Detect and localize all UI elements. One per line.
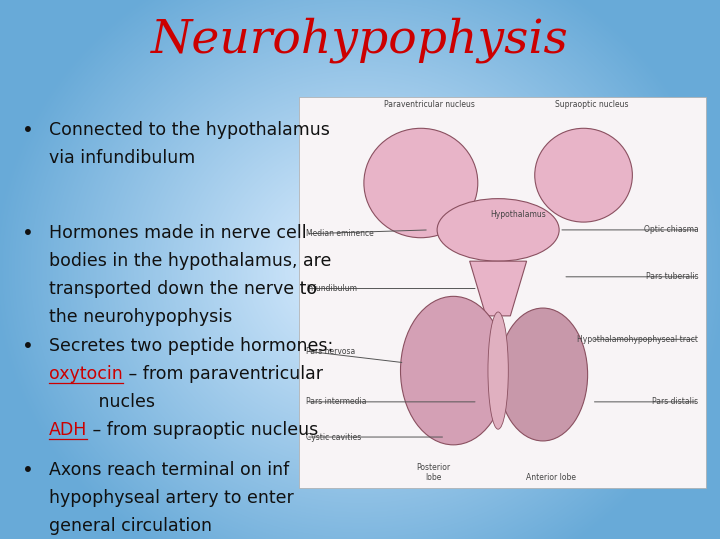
Text: Connected to the hypothalamus: Connected to the hypothalamus: [49, 122, 330, 139]
Text: Median eminence: Median eminence: [306, 230, 374, 238]
Ellipse shape: [535, 129, 632, 222]
Text: Posterior
lobe: Posterior lobe: [416, 463, 450, 482]
Text: transported down the nerve to: transported down the nerve to: [49, 280, 317, 298]
Polygon shape: [469, 261, 526, 316]
Text: Pars nervosa: Pars nervosa: [306, 347, 355, 355]
Text: Neurohypophysis: Neurohypophysis: [151, 17, 569, 63]
Text: Hypothalamus: Hypothalamus: [490, 210, 546, 219]
Text: Pars tuberalis: Pars tuberalis: [646, 272, 698, 281]
Ellipse shape: [498, 308, 588, 441]
Ellipse shape: [400, 296, 506, 445]
Text: Paraventricular nucleus: Paraventricular nucleus: [384, 100, 474, 109]
Text: Cystic cavities: Cystic cavities: [306, 433, 361, 442]
Text: •: •: [22, 461, 33, 480]
Text: via infundibulum: via infundibulum: [49, 150, 195, 167]
Text: Supraoptic nucleus: Supraoptic nucleus: [555, 100, 629, 109]
Text: Hypothalamohypophyseal tract: Hypothalamohypophyseal tract: [577, 335, 698, 344]
Text: Pars distalis: Pars distalis: [652, 397, 698, 407]
Text: oxytocin: oxytocin: [49, 365, 122, 383]
Text: •: •: [22, 224, 33, 242]
Text: •: •: [22, 337, 33, 356]
Ellipse shape: [364, 129, 478, 238]
Text: the neurohypophysis: the neurohypophysis: [49, 308, 233, 326]
Text: Pars intermedia: Pars intermedia: [306, 397, 366, 407]
Text: ADH: ADH: [49, 421, 87, 439]
Text: Hormones made in nerve cell: Hormones made in nerve cell: [49, 224, 307, 242]
Text: Optic chiasma: Optic chiasma: [644, 225, 698, 234]
Bar: [299, 97, 706, 488]
Text: bodies in the hypothalamus, are: bodies in the hypothalamus, are: [49, 252, 331, 270]
Text: Axons reach terminal on inf: Axons reach terminal on inf: [49, 461, 289, 479]
Ellipse shape: [488, 312, 508, 429]
Text: general circulation: general circulation: [49, 517, 212, 535]
Text: – from paraventricular: – from paraventricular: [122, 365, 323, 383]
Text: •: •: [22, 122, 33, 140]
Ellipse shape: [437, 199, 559, 261]
Text: nucles: nucles: [49, 393, 155, 411]
Text: Anterior lobe: Anterior lobe: [526, 474, 576, 482]
Text: – from supraoptic nucleus: – from supraoptic nucleus: [87, 421, 318, 439]
Text: Secretes two peptide hormones:: Secretes two peptide hormones:: [49, 337, 333, 355]
Text: Infundibulum: Infundibulum: [306, 284, 357, 293]
Text: hypophyseal artery to enter: hypophyseal artery to enter: [49, 489, 294, 507]
